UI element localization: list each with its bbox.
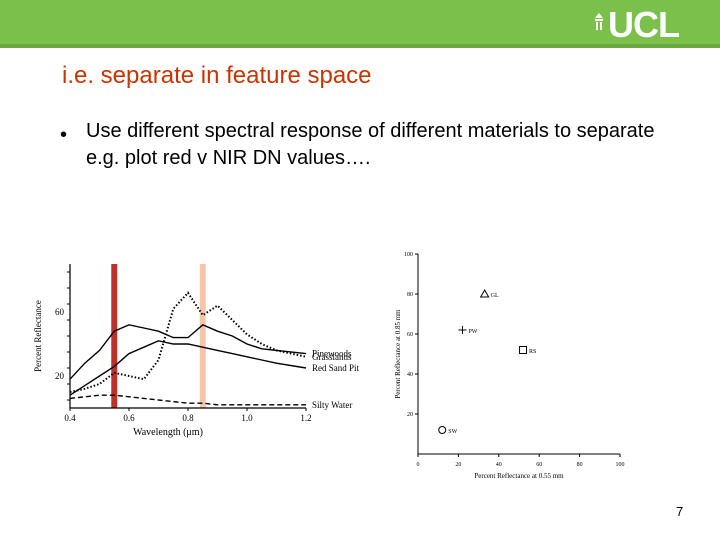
y-tick-label: 60 — [407, 332, 413, 338]
x-tick-label: 1.2 — [300, 413, 311, 423]
y-axis-label: Percent Reflectance — [34, 300, 43, 372]
x-tick-label: 60 — [536, 462, 542, 468]
y-tick-label: 100 — [404, 252, 413, 258]
series-line-pinewoods — [69, 323, 307, 380]
highlight-band-1 — [199, 264, 206, 408]
page-number: 7 — [676, 504, 684, 519]
legend-label: Silty Water — [312, 400, 352, 410]
bullet-icon: • — [60, 124, 68, 146]
x-axis-label: Wavelength (μm) — [133, 427, 203, 438]
y-axis-label: Percent Reflectance at 0.85 mm — [394, 309, 402, 399]
series-line-grasslands — [69, 291, 307, 393]
scatter-point-sw — [438, 426, 447, 434]
portico-icon — [595, 13, 603, 30]
x-tick-label: 0 — [417, 462, 420, 468]
scatter-point-pw — [458, 326, 467, 334]
x-tick-label: 0.4 — [64, 413, 76, 423]
y-tick-label: 40 — [407, 372, 413, 378]
scatter-point-label: RS — [529, 349, 536, 355]
series-line-red-sand-pit — [69, 340, 307, 396]
series-line-silty-water — [69, 394, 306, 406]
y-tick-label: 20 — [55, 371, 65, 381]
scatter-point-label: GL — [491, 293, 499, 299]
logo-text: UCL — [608, 4, 680, 45]
x-axis-label: Percent Reflectance at 0.55 mm — [474, 472, 564, 480]
x-tick-label: 20 — [455, 462, 461, 468]
x-tick-label: 0.8 — [182, 413, 194, 423]
x-tick-label: 40 — [496, 462, 502, 468]
slide-title: i.e. separate in feature space — [62, 62, 372, 89]
x-tick-label: 100 — [616, 462, 625, 468]
x-tick-label: 1.0 — [241, 413, 253, 423]
scatter-point-label: SW — [448, 429, 457, 435]
y-tick-label: 20 — [407, 412, 413, 418]
bullet-text: Use different spectral response of diffe… — [86, 120, 655, 169]
legend-label: Red Sand Pit — [312, 363, 360, 373]
ucl-logo: UCL — [594, 4, 704, 45]
y-tick-label: 60 — [55, 307, 65, 317]
header-divider — [0, 44, 720, 48]
x-tick-label: 80 — [577, 462, 583, 468]
scatter-point-gl — [479, 288, 490, 298]
highlight-band-0 — [111, 264, 118, 408]
feature-space-scatter-chart: 0 20 40 60 80 100 20 40 60 80 100 Percent Reflectan… — [394, 252, 625, 480]
legend-label: Grasslands — [312, 352, 352, 362]
scatter-point-rs — [519, 346, 528, 354]
legend-label: Pinewoods — [312, 349, 352, 359]
spectral-reflectance-chart: 0.4 0.6 0.8 1.0 1.2 20 60 Wavelength (μm) Percen… — [34, 264, 360, 438]
y-tick-label: 80 — [407, 292, 413, 298]
x-tick-label: 0.6 — [123, 413, 135, 423]
scatter-point-label: PW — [468, 329, 477, 335]
